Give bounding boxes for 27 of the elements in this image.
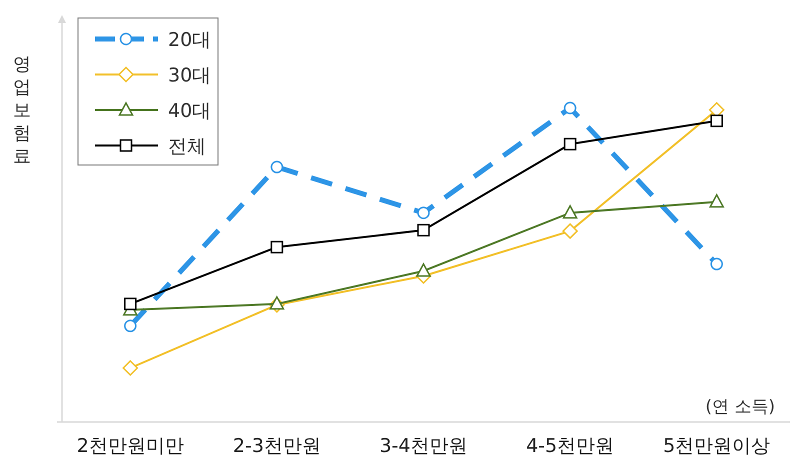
x-tick-label: 5천만원이상 [663,435,770,457]
x-tick-label: 2-3천만원 [232,435,321,457]
point [564,138,576,150]
x-tick-label: 3-4천만원 [379,435,468,457]
point [124,320,137,332]
point [122,360,138,376]
legend-label: 전체 [168,136,206,158]
point [709,194,724,208]
point [124,298,137,310]
point [417,224,430,236]
y-axis-title: 영업보험료 [13,54,31,167]
x-tick-label: 2천만원미만 [76,435,184,457]
point [562,205,578,219]
legend-label: 20대 [168,29,212,51]
point [417,206,430,220]
point [564,102,576,114]
x-axis-title: (연 소득) [705,397,775,417]
point [270,240,284,254]
point [416,263,431,277]
point [562,223,578,239]
point [270,296,284,310]
x-tick-label: 4-5천만원 [526,435,614,457]
point [270,160,284,174]
point [710,114,723,128]
legend-label: 40대 [168,100,212,122]
legend-label: 30대 [168,64,212,86]
point [710,258,723,270]
